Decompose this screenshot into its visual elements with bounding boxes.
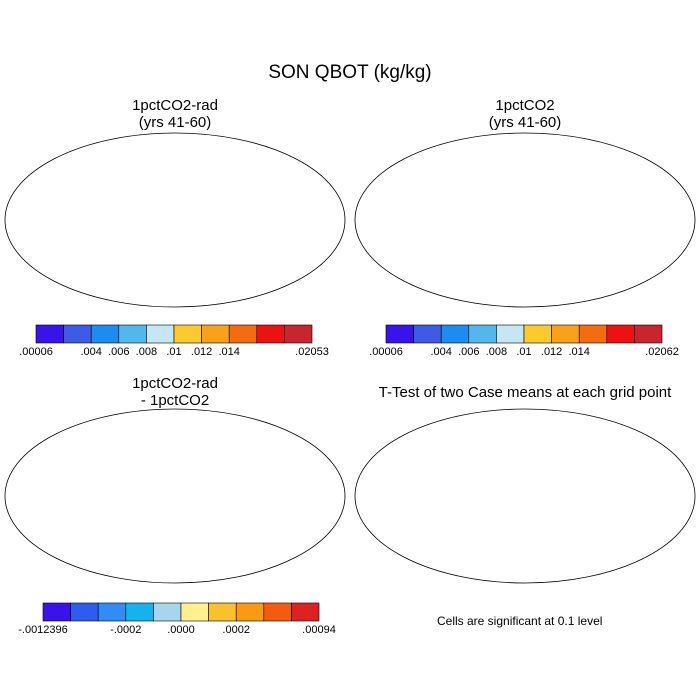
panel3-title: 1pctCO2-rad - 1pctCO2	[75, 375, 275, 409]
colorbar-3-swatch	[70, 602, 99, 622]
colorbar-3-tick-label: -.0002	[110, 624, 142, 636]
colorbar-3-tick-label: .0002	[222, 624, 250, 636]
colorbar-2-swatch	[413, 324, 442, 344]
colorbar-2-tick-label: .012	[540, 346, 563, 358]
panel4-title-line1: T-Test of two Case means at each grid po…	[378, 384, 672, 401]
colorbar-1-swatch	[228, 324, 258, 344]
colorbar-1-tick-label: .006	[108, 346, 130, 358]
colorbar-panel-1	[35, 324, 313, 344]
colorbar-3-swatch	[125, 602, 154, 622]
colorbar-panel-3	[42, 602, 320, 622]
colorbar-2-swatch	[606, 324, 635, 344]
colorbar-3-swatch	[42, 602, 71, 622]
colorbar-1-swatch	[201, 324, 230, 344]
colorbar-2-swatch	[551, 324, 580, 344]
colorbar-2-swatch	[496, 324, 525, 344]
colorbar-3-swatch	[153, 602, 182, 622]
colorbar-1-swatch	[284, 324, 313, 344]
colorbar-1-tick-label: .02053	[295, 346, 329, 358]
figure-title: SON QBOT (kg/kg)	[268, 62, 432, 83]
colorbar-2-tick-label: .008	[485, 346, 508, 358]
colorbar-3-swatch	[291, 602, 320, 622]
colorbar-2-tick-label: .014	[568, 346, 590, 358]
colorbar-2-tick-label: .004	[430, 346, 452, 358]
colorbar-2-tick-label: .00006	[369, 346, 403, 358]
colorbar-1-swatch	[173, 324, 202, 344]
map-panel-3	[4, 408, 346, 584]
panel2-title-line2: (yrs 41-60)	[488, 114, 562, 131]
colorbar-2-tick-label: .01	[516, 346, 532, 358]
colorbar-2-tick-label: .02062	[645, 346, 679, 358]
colorbar-3-tick-label: .0000	[167, 624, 195, 636]
colorbar-3-swatch	[208, 602, 237, 622]
colorbar-1-tick-label: .008	[135, 346, 158, 358]
colorbar-panel-2	[385, 324, 663, 344]
colorbar-1-tick-label: .00006	[19, 346, 53, 358]
colorbar-1-swatch	[118, 324, 147, 344]
colorbar-3-swatch	[263, 602, 292, 622]
colorbar-3-tick-label: .00094	[302, 624, 336, 636]
colorbar-2-swatch	[468, 324, 497, 344]
colorbar-1-tick-label: .014	[218, 346, 240, 358]
colorbar-2-swatch	[440, 324, 470, 344]
colorbar-3-swatch	[180, 602, 209, 622]
colorbar-3-tick-label: -.0012396	[18, 624, 68, 636]
panel1-title: 1pctCO2-rad (yrs 41-60)	[75, 97, 275, 131]
panel2-title: 1pctCO2 (yrs 41-60)	[425, 97, 625, 131]
significance-note: Cells are significant at 0.1 level	[437, 614, 603, 628]
colorbar-2-swatch	[634, 324, 663, 344]
colorbar-1-swatch	[256, 324, 285, 344]
colorbar-1-tick-label: .01	[166, 346, 182, 358]
colorbar-1-swatch	[63, 324, 92, 344]
panel1-title-line1: 1pctCO2-rad	[132, 97, 218, 114]
colorbar-2-swatch	[523, 324, 552, 344]
colorbar-1-swatch	[90, 324, 120, 344]
colorbar-3-swatch	[235, 602, 265, 622]
colorbar-1-swatch	[35, 324, 64, 344]
map-panel-2	[354, 132, 696, 308]
panel3-title-line1: 1pctCO2-rad	[132, 375, 218, 392]
colorbar-2-tick-label: .006	[458, 346, 480, 358]
colorbar-2-swatch	[385, 324, 414, 344]
colorbar-1-tick-label: .004	[80, 346, 102, 358]
panel4-title: T-Test of two Case means at each grid po…	[345, 384, 700, 401]
map-panel-1	[4, 132, 346, 308]
colorbar-3-swatch	[97, 602, 127, 622]
colorbar-2-swatch	[578, 324, 608, 344]
panel3-title-line2: - 1pctCO2	[140, 392, 210, 409]
panel2-title-line1: 1pctCO2	[495, 97, 555, 114]
panel1-title-line2: (yrs 41-60)	[138, 114, 212, 131]
colorbar-1-tick-label: .012	[190, 346, 213, 358]
colorbar-1-swatch	[146, 324, 175, 344]
map-panel-4	[354, 408, 696, 584]
